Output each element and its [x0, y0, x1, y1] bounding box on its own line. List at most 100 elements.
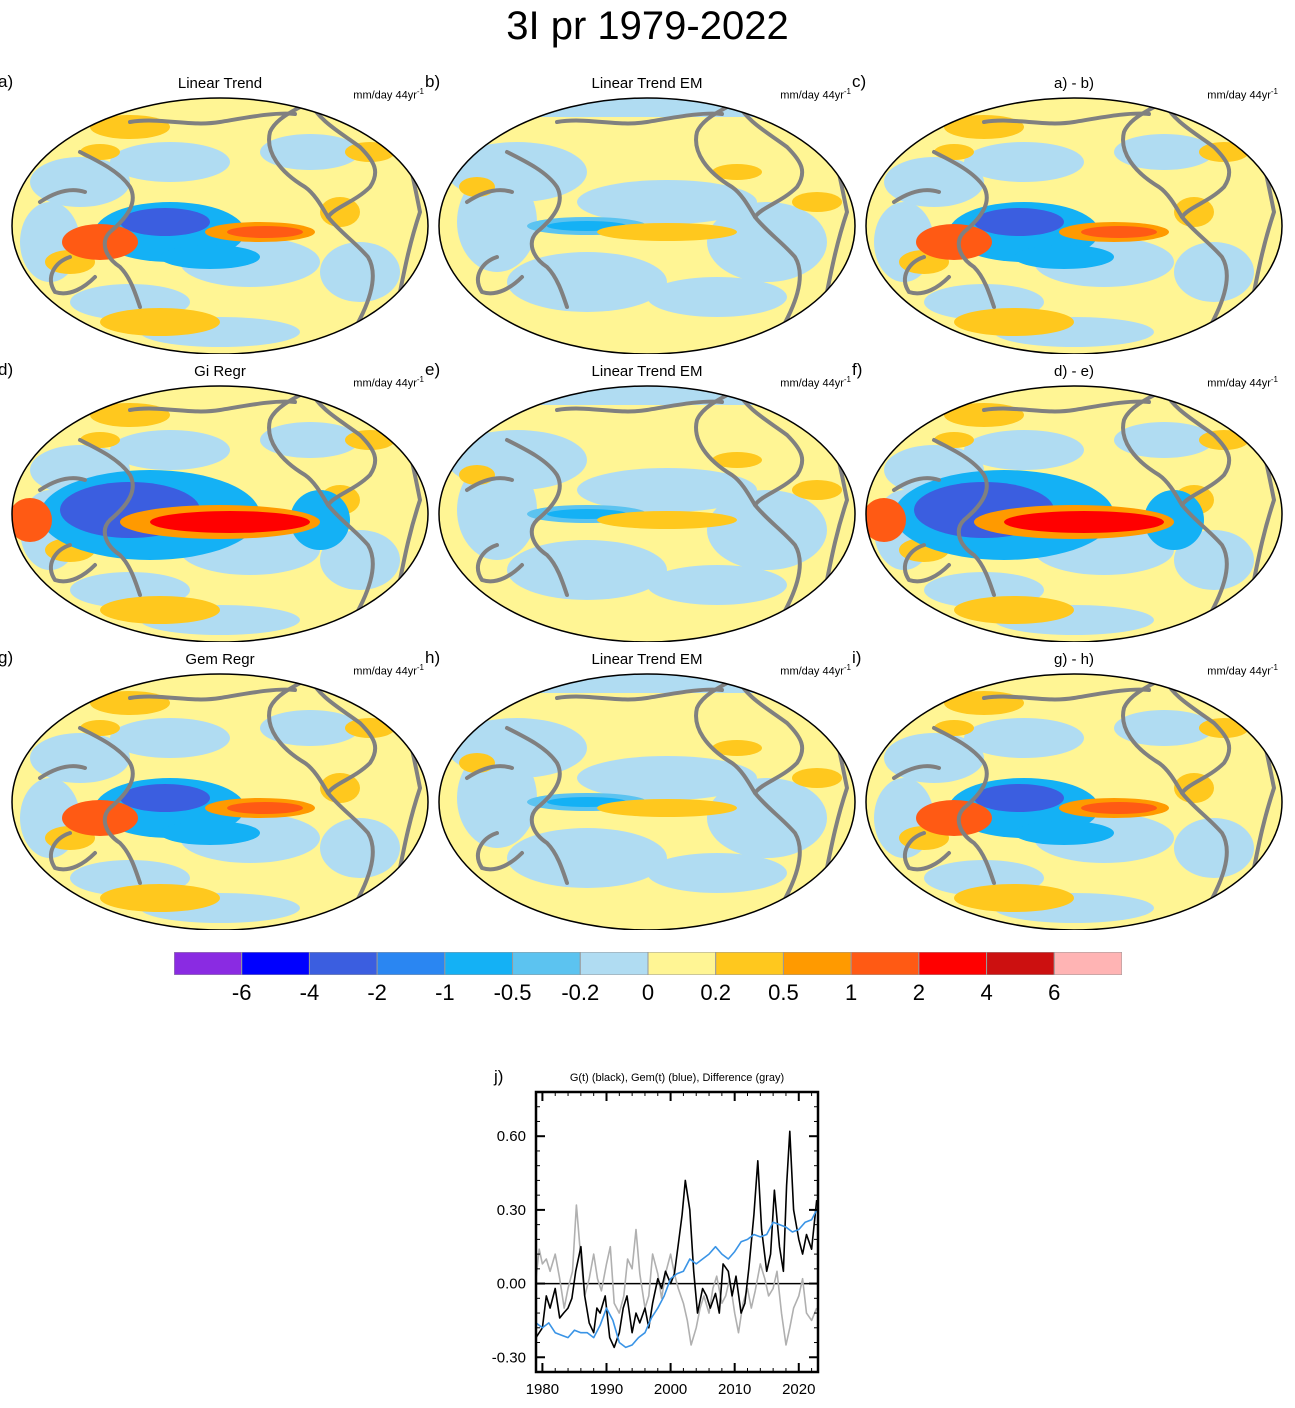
neg-anomaly-blob [707, 778, 827, 858]
coastline [555, 111, 724, 126]
pos-anomaly-blob [944, 403, 1024, 427]
units-label: mm/day 44yr-1 [780, 663, 851, 678]
colorbar-swatch [782, 952, 852, 975]
panel-title: Gi Regr [194, 363, 246, 380]
map-border [438, 385, 856, 642]
y-tick-label: -0.30 [492, 1349, 526, 1366]
neg-anomaly-blob [647, 853, 787, 893]
coastline [505, 150, 569, 309]
eq-wet-core [1081, 226, 1157, 238]
neg-anomaly-blob [964, 142, 1084, 182]
neg-anomaly-blob [507, 828, 667, 888]
main-title: 3I pr 1979-2022 [506, 4, 789, 48]
wet-maritime-continent [62, 224, 138, 260]
neg-anomaly-blob [320, 242, 400, 302]
neg-anomaly-blob [110, 718, 230, 758]
coastline [892, 476, 941, 492]
coastline [982, 111, 1151, 126]
neg-anomaly-blob [1114, 422, 1214, 458]
map-panel-a: a) Linear Trend mm/day 44yr-1 [0, 72, 430, 358]
coastline [78, 726, 142, 885]
neg-anomaly-blob [707, 490, 827, 570]
neg-anomaly-blob [260, 134, 360, 170]
map-plot [438, 673, 856, 930]
map-plot [865, 385, 1283, 642]
pos-anomaly-blob [100, 596, 220, 624]
map-border [865, 97, 1283, 354]
colorbar-swatch [850, 952, 920, 975]
coastline [892, 188, 941, 204]
y-tick-label: 0.60 [497, 1128, 526, 1145]
coastline [128, 111, 297, 126]
coastline [932, 150, 996, 309]
panel-title: Linear Trend EM [591, 75, 703, 92]
coastline [1121, 388, 1184, 507]
colorbar-tick-label: 4 [980, 980, 993, 1005]
panel-label: j) [493, 1067, 503, 1086]
panel-label: i) [852, 648, 862, 667]
map-border [11, 97, 429, 354]
colorbar-tick-label: -0.2 [561, 980, 600, 1005]
pos-anomaly-blob [90, 691, 170, 715]
series-line-g-t- [535, 1130, 818, 1349]
coastline [465, 188, 514, 204]
colorbar-tick-label: 0 [641, 980, 655, 1005]
panel-title: Linear Trend EM [591, 363, 703, 380]
neg-anomaly-blob [1174, 530, 1254, 590]
coastline [49, 255, 97, 296]
colorbar-swatch [174, 952, 243, 975]
map-plot [438, 385, 856, 642]
x-tick-label: 2010 [718, 1381, 751, 1398]
coastline [932, 438, 996, 597]
coastline [1121, 676, 1184, 795]
panel-label: b) [425, 72, 441, 91]
map-border [865, 385, 1283, 642]
timeseries-panel: j) G(t) (black), Gem(t) (blue), Differenc… [470, 1062, 840, 1402]
coastline [555, 399, 724, 414]
coastline [267, 676, 330, 795]
arctic-band [439, 386, 855, 405]
dry-patch [290, 490, 350, 550]
colorbar-swatch [241, 952, 310, 975]
pos-anomaly-blob [792, 192, 842, 212]
y-tick-label: 0.00 [497, 1276, 526, 1293]
map-plot [11, 385, 429, 642]
colorbar-swatch [512, 952, 581, 975]
coastline [892, 764, 941, 780]
coastline [78, 150, 142, 309]
panel-label: e) [425, 360, 441, 379]
map-border [865, 673, 1283, 930]
neg-anomaly-blob [260, 422, 360, 458]
colorbar-tick-label: 0.5 [768, 980, 799, 1005]
spcz-dry-band [160, 245, 260, 269]
map-panel-f: f) d) - e) mm/day 44yr-1 [852, 360, 1284, 646]
coastline [555, 687, 724, 702]
colorbar-tick-label: -2 [367, 980, 387, 1005]
neg-anomaly-blob [1174, 242, 1254, 302]
colorbar-tick-label: 1 [845, 980, 858, 1005]
pos-anomaly-blob [80, 720, 120, 736]
coastline [308, 388, 378, 627]
map-border [11, 385, 429, 642]
panel-title: d) - e) [1053, 363, 1094, 380]
colorbar-swatch [444, 952, 514, 975]
colorbar-swatch [715, 952, 784, 975]
panel-label: d) [0, 360, 14, 379]
pos-anomaly-blob [100, 884, 220, 912]
panel-title: Gem Regr [185, 651, 255, 668]
pos-anomaly-blob [944, 115, 1024, 139]
coastline [694, 676, 757, 795]
colorbar-swatch [647, 952, 717, 975]
coastline [128, 399, 297, 414]
coastline [465, 476, 514, 492]
map-plot [11, 97, 429, 354]
map-plot [865, 97, 1283, 354]
coastline [308, 676, 378, 915]
map-panel-g: g) Gem Regr mm/day 44yr-1 [0, 648, 430, 934]
neg-anomaly-blob [1114, 710, 1214, 746]
pos-anomaly-blob [100, 308, 220, 336]
coastline [505, 438, 569, 597]
coastline [476, 543, 524, 584]
wet-patch-west [866, 498, 906, 542]
x-tick-label: 2000 [654, 1381, 687, 1398]
